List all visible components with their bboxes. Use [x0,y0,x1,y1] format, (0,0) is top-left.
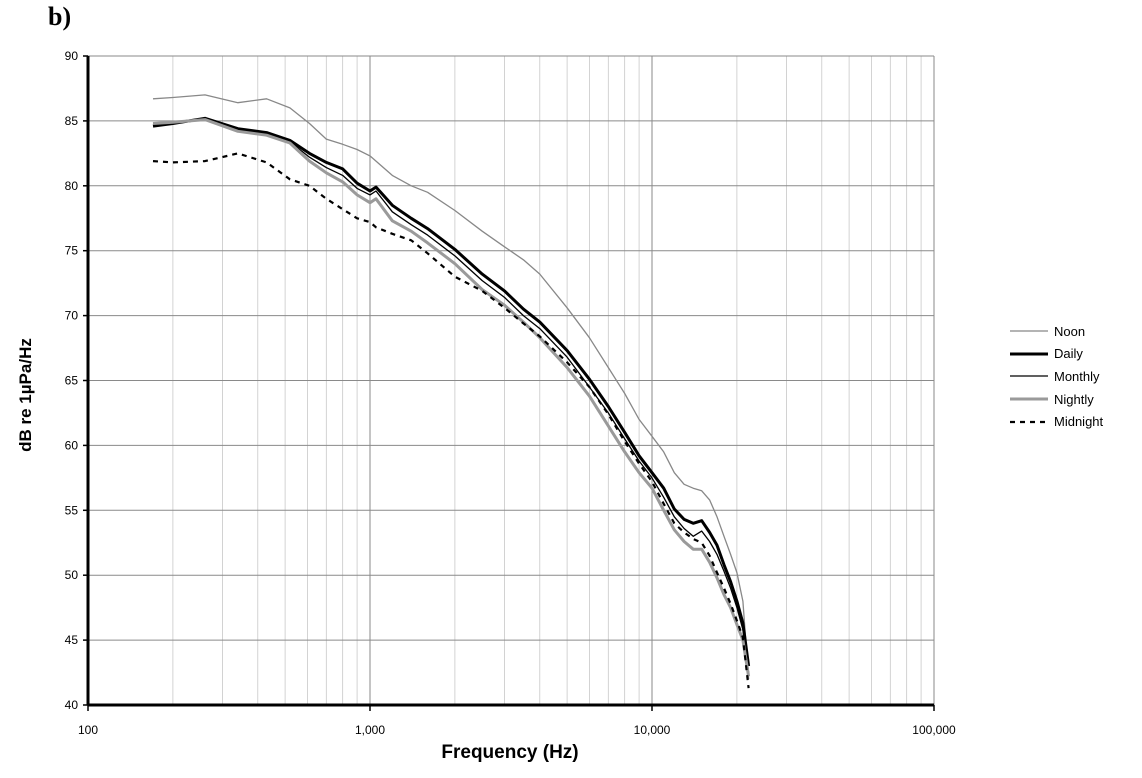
y-tick-label: 65 [65,374,79,388]
major-gridlines [87,55,935,706]
tick-labels: 40 45 50 55 60 65 70 75 80 85 90 100 1,000 10,000 100,… [65,49,956,737]
series-line-noon [152,94,750,680]
y-tick-label: 70 [65,309,79,323]
legend-item-daily: Daily [1008,343,1103,366]
axes [83,55,935,711]
legend-item-noon: Noon [1008,320,1103,343]
legend-label: Daily [1054,346,1083,362]
legend-item-nightly: Nightly [1008,388,1103,411]
y-tick-label: 45 [65,633,79,647]
x-tick-label: 100 [78,723,98,737]
legend-swatch-daily [1010,352,1048,356]
series-line-midnight [152,152,750,689]
legend: Noon Daily Monthly Nightly Midnight [1008,320,1103,433]
legend-swatch-noon [1010,330,1048,332]
y-tick-label: 80 [65,179,79,193]
x-tick-label: 1,000 [355,723,385,737]
x-axis-label: Frequency (Hz) [441,742,579,763]
legend-label: Midnight [1054,414,1104,430]
legend-swatch-midnight [1010,420,1048,423]
legend-label: Noon [1054,323,1086,339]
legend-item-midnight: Midnight [1008,410,1103,433]
series-lines [152,94,751,689]
y-tick-label: 55 [65,503,79,517]
y-tick-label: 75 [65,244,79,258]
y-tick-label: 60 [65,438,79,452]
y-tick-label: 50 [65,568,79,582]
y-tick-label: 85 [65,114,79,128]
x-tick-label: 100,000 [912,723,956,737]
legend-label: Nightly [1054,391,1094,407]
y-tick-label: 90 [65,49,79,63]
x-tick-label: 10,000 [634,723,671,737]
series-line-daily [152,116,751,667]
legend-item-monthly: Monthly [1008,365,1103,388]
y-tick-label: 40 [65,698,79,712]
panel-label: b) [48,2,72,31]
series-line-monthly [152,118,750,673]
legend-swatch-nightly [1010,397,1048,401]
legend-swatch-monthly [1010,375,1048,378]
series-line-nightly [152,118,751,677]
legend-label: Monthly [1054,368,1100,384]
